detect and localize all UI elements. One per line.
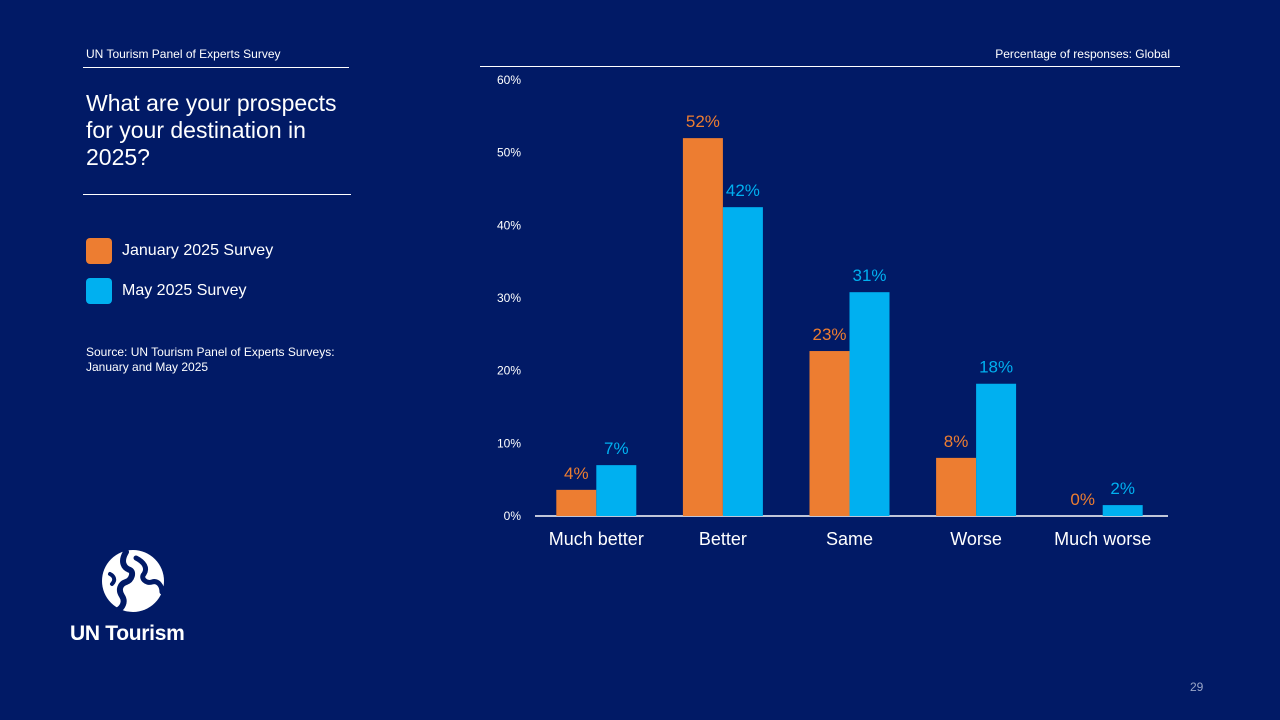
bar-january	[556, 489, 597, 516]
y-tick-label: 30%	[497, 291, 521, 305]
bar-may	[722, 207, 763, 516]
legend-swatch-may	[86, 278, 112, 304]
bar-january	[809, 351, 850, 516]
data-label-january: 0%	[1070, 490, 1095, 509]
y-tick-label: 0%	[504, 509, 522, 523]
legend-item-may: May 2025 Survey	[86, 278, 273, 304]
data-label-january: 52%	[686, 112, 720, 131]
legend-label-may: May 2025 Survey	[122, 282, 247, 299]
divider-top-right	[480, 66, 1180, 67]
legend-item-january: January 2025 Survey	[86, 238, 273, 264]
data-label-may: 31%	[852, 266, 886, 285]
x-category-label: Same	[826, 529, 873, 549]
x-category-label: Much worse	[1054, 529, 1151, 549]
data-label-may: 18%	[979, 358, 1013, 377]
survey-title: UN Tourism Panel of Experts Survey	[86, 47, 281, 61]
x-category-label: Much better	[549, 529, 644, 549]
bar-may	[976, 383, 1017, 516]
legend: January 2025 Survey May 2025 Survey	[86, 238, 273, 318]
divider-top-left	[83, 67, 349, 68]
y-tick-label: 40%	[497, 218, 521, 232]
bar-may	[1102, 505, 1143, 516]
data-label-may: 2%	[1110, 479, 1135, 498]
y-tick-label: 10%	[497, 436, 521, 450]
bar-january	[682, 138, 723, 516]
x-category-label: Worse	[950, 529, 1002, 549]
data-label-january: 4%	[564, 464, 589, 483]
page-number: 29	[1190, 680, 1204, 694]
bar-chart: 0% 10% 20% 30% 40% 50% 60% 4% 7% Much better 52% 42…	[497, 73, 1168, 549]
bar-january	[936, 457, 977, 516]
y-tick-label: 20%	[497, 364, 521, 378]
data-label-january: 8%	[944, 432, 969, 451]
question-title: What are your prospects for your destina…	[86, 90, 337, 170]
logo-text: UN Tourism	[70, 622, 185, 645]
un-tourism-globe-icon	[102, 549, 165, 613]
legend-label-january: January 2025 Survey	[122, 242, 274, 259]
x-category-label: Better	[699, 529, 747, 549]
data-label-may: 7%	[604, 439, 629, 458]
source-note: Source: UN Tourism Panel of Experts Surv…	[86, 345, 335, 374]
y-tick-label: 50%	[497, 146, 521, 160]
divider-mid-left	[83, 194, 351, 195]
bar-may	[849, 292, 890, 516]
data-label-may: 42%	[726, 181, 760, 200]
chart-subtitle: Percentage of responses: Global	[995, 47, 1170, 61]
y-tick-label: 60%	[497, 73, 521, 87]
bar-may	[596, 465, 637, 516]
data-label-january: 23%	[812, 325, 846, 344]
legend-swatch-january	[86, 238, 112, 264]
